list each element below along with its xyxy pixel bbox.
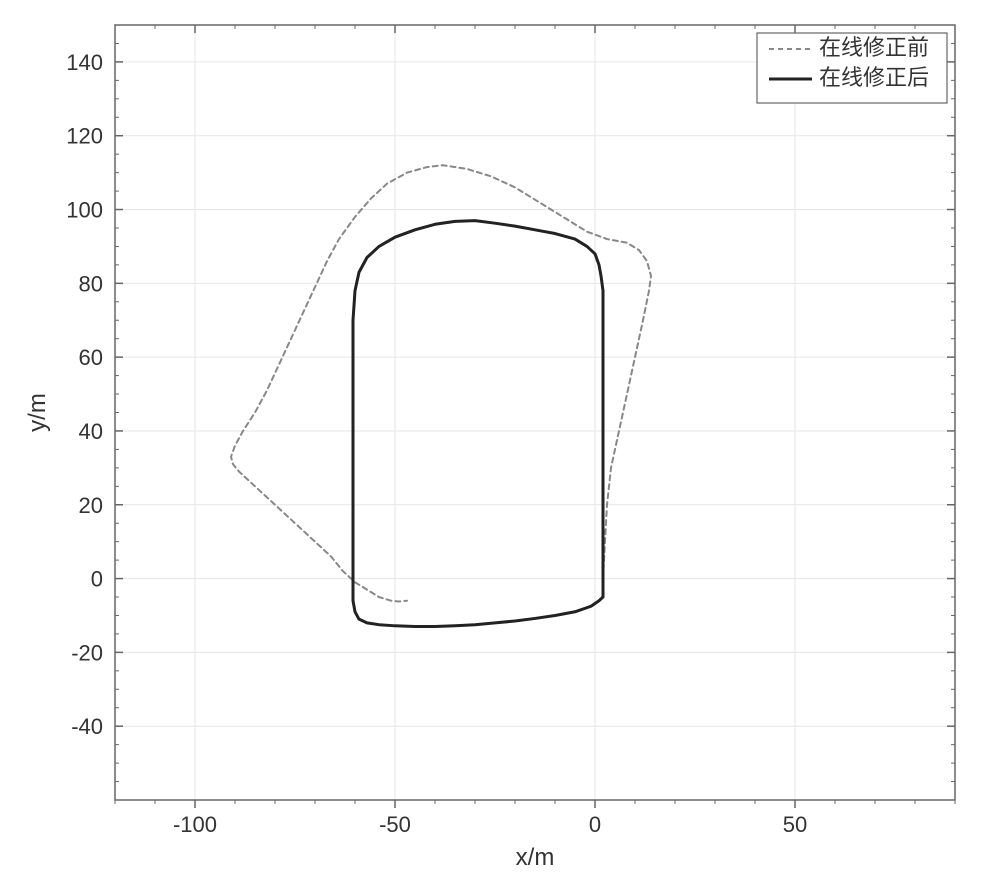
svg-text:100: 100 [66, 198, 103, 223]
svg-text:-20: -20 [71, 640, 103, 665]
svg-text:x/m: x/m [516, 844, 555, 871]
svg-text:20: 20 [79, 493, 103, 518]
svg-text:-40: -40 [71, 714, 103, 739]
svg-text:140: 140 [66, 50, 103, 75]
svg-text:60: 60 [79, 345, 103, 370]
svg-text:在线修正后: 在线修正后 [819, 65, 929, 90]
svg-text:120: 120 [66, 124, 103, 149]
chart-container: -100 -50 0 50 -40 -20 0 20 40 60 80 100 120 140 x/m y/m… [0, 0, 1000, 893]
svg-text:在线修正前: 在线修正前 [819, 35, 929, 60]
svg-text:80: 80 [79, 271, 103, 296]
svg-text:50: 50 [783, 812, 807, 837]
svg-text:40: 40 [79, 419, 103, 444]
trajectory-chart: -100 -50 0 50 -40 -20 0 20 40 60 80 100 120 140 x/m y/m… [0, 0, 1000, 893]
svg-text:y/m: y/m [24, 393, 51, 432]
svg-text:0: 0 [589, 812, 601, 837]
svg-text:-100: -100 [173, 812, 217, 837]
svg-text:0: 0 [91, 567, 103, 592]
svg-text:-50: -50 [379, 812, 411, 837]
